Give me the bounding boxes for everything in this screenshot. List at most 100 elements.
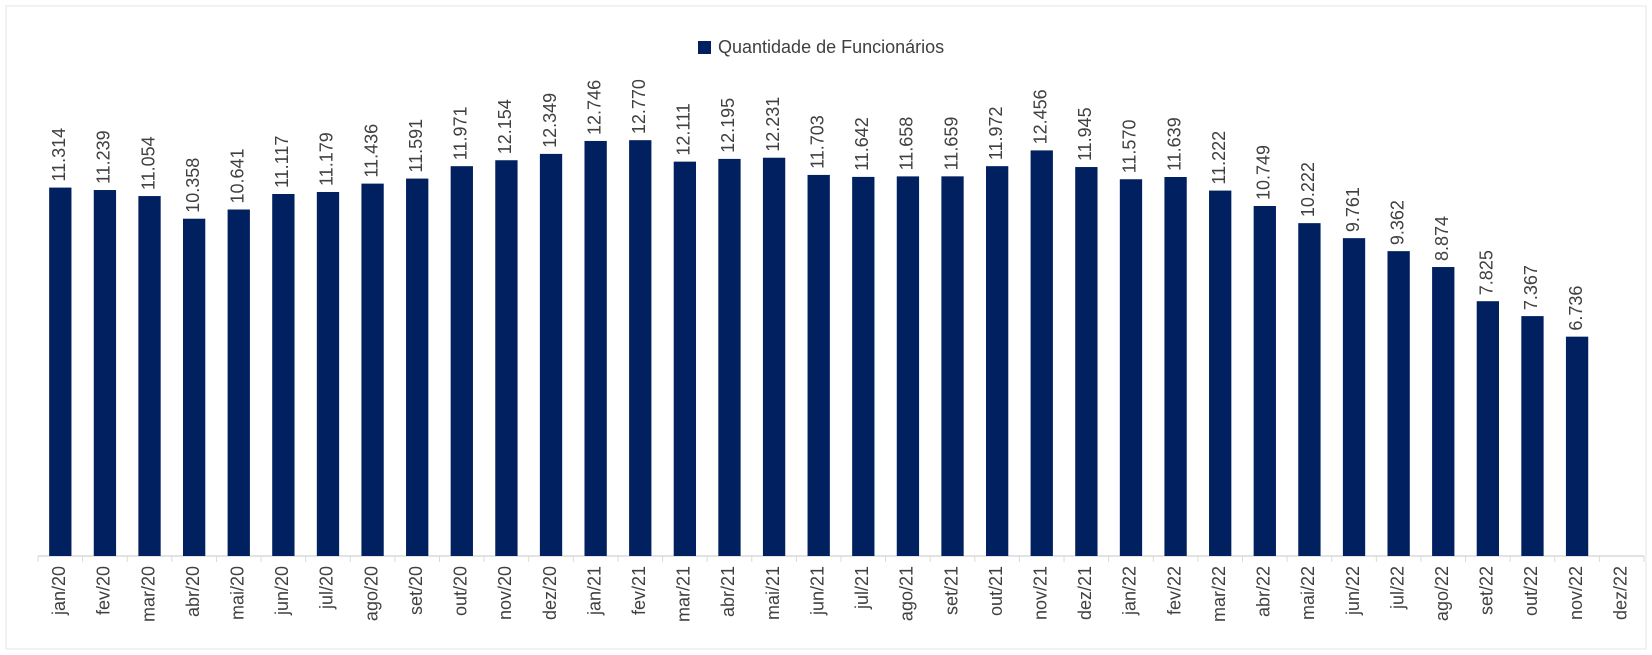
x-tick-label: fev/20 — [94, 566, 114, 615]
value-label: 11.239 — [94, 130, 114, 184]
x-tick-label: jan/21 — [584, 566, 604, 616]
bar — [539, 153, 563, 556]
value-label: 7.367 — [1521, 265, 1541, 310]
x-tick-label: dez/21 — [1075, 566, 1095, 620]
bar — [1253, 205, 1276, 556]
x-tick-label: jul/22 — [1387, 566, 1407, 610]
value-label: 7.825 — [1477, 250, 1497, 295]
bar — [1298, 223, 1321, 556]
x-tick-label: abr/20 — [183, 566, 203, 617]
x-tick-label: jun/22 — [1343, 566, 1363, 616]
bar — [1387, 251, 1410, 556]
x-tick-label: ago/22 — [1432, 566, 1452, 621]
x-tick-label: jun/21 — [807, 566, 827, 616]
x-tick-label: out/22 — [1521, 566, 1541, 616]
value-label: 11.703 — [807, 115, 827, 169]
x-tick-label: set/20 — [406, 566, 426, 615]
bar — [985, 166, 1009, 556]
value-label: 11.972 — [986, 106, 1006, 160]
x-tick-label: mar/22 — [1209, 566, 1229, 622]
value-label: 11.945 — [1075, 107, 1095, 161]
value-label: 10.358 — [183, 158, 203, 213]
bar — [941, 176, 964, 556]
value-label: 12.111 — [674, 103, 694, 155]
value-label: 12.349 — [540, 93, 560, 148]
x-tick-label: fev/22 — [1164, 566, 1184, 615]
bar — [227, 209, 250, 556]
value-label: 9.761 — [1343, 187, 1363, 232]
x-tick-label: fev/21 — [629, 566, 649, 615]
x-tick-label: mar/21 — [674, 566, 694, 622]
value-label: 11.054 — [138, 136, 158, 190]
bar — [1342, 238, 1366, 556]
value-label: 11.639 — [1164, 117, 1184, 171]
bar — [495, 160, 518, 556]
value-label: 10.222 — [1298, 162, 1318, 217]
bar — [1119, 179, 1143, 556]
x-tick-label: abr/22 — [1254, 566, 1274, 617]
value-label: 9.362 — [1387, 200, 1407, 245]
bar — [1164, 177, 1187, 556]
bar — [1209, 190, 1232, 556]
value-label: 10.749 — [1254, 145, 1274, 200]
value-label: 11.436 — [361, 124, 381, 178]
bar — [182, 218, 206, 556]
legend-label: Quantidade de Funcionários — [718, 37, 944, 57]
value-label: 8.874 — [1432, 216, 1452, 261]
bar — [406, 178, 429, 557]
chart-frame — [5, 5, 1647, 650]
bar — [93, 190, 117, 556]
bar — [272, 194, 295, 556]
x-tick-label: out/21 — [986, 566, 1006, 616]
x-tick-label: jul/21 — [852, 566, 872, 610]
x-tick-label: mai/22 — [1298, 566, 1318, 620]
bar — [584, 140, 607, 556]
value-label: 11.179 — [317, 132, 337, 186]
x-tick-label: abr/21 — [718, 566, 738, 617]
x-tick-label: out/20 — [451, 566, 471, 616]
bar — [1030, 150, 1053, 557]
x-tick-label: jul/20 — [317, 566, 337, 610]
bar — [718, 158, 741, 556]
bar — [807, 174, 830, 556]
bar — [762, 157, 786, 556]
x-tick-label: jan/22 — [1120, 566, 1140, 616]
value-label: 11.659 — [941, 117, 961, 171]
x-tick-label: jan/20 — [49, 566, 69, 616]
bar — [1565, 336, 1589, 556]
value-label: 11.570 — [1120, 120, 1140, 174]
x-tick-label: dez/20 — [540, 566, 560, 620]
bar — [138, 196, 161, 556]
x-tick-label: mai/21 — [763, 566, 783, 620]
x-tick-label: ago/20 — [361, 566, 381, 621]
x-tick-label: nov/20 — [495, 566, 515, 620]
bar — [629, 140, 652, 556]
bar — [1521, 316, 1544, 556]
bar — [361, 183, 384, 557]
x-tick-label: mar/20 — [138, 566, 158, 622]
legend-swatch — [698, 41, 711, 54]
value-label: 11.314 — [49, 128, 69, 182]
bar — [1476, 301, 1500, 556]
bar — [896, 176, 920, 557]
x-tick-label: jun/20 — [272, 566, 292, 616]
value-label: 12.456 — [1031, 89, 1051, 144]
value-label: 12.746 — [584, 80, 604, 135]
value-label: 11.971 — [451, 106, 471, 160]
value-label: 11.222 — [1209, 131, 1229, 185]
bar — [1432, 267, 1455, 556]
value-label: 12.231 — [763, 97, 783, 152]
value-label: 11.642 — [852, 117, 872, 171]
x-tick-label: set/22 — [1477, 566, 1497, 615]
value-label: 10.641 — [228, 148, 248, 203]
bar — [316, 191, 340, 556]
value-label: 12.770 — [629, 79, 649, 134]
bar — [1075, 167, 1098, 556]
x-tick-label: nov/22 — [1566, 566, 1586, 620]
x-tick-label: dez/22 — [1610, 566, 1630, 620]
x-tick-label: set/21 — [941, 566, 961, 615]
value-label: 11.117 — [272, 136, 292, 188]
value-label: 6.736 — [1566, 286, 1586, 331]
x-tick-label: ago/21 — [897, 566, 917, 621]
